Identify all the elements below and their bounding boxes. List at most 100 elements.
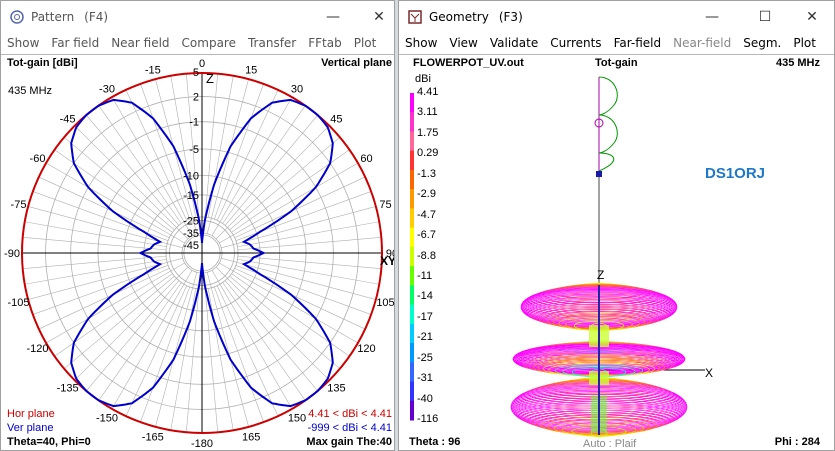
menu-compare[interactable]: Compare <box>181 36 236 50</box>
geom-theta: Theta : 96 <box>409 436 461 448</box>
scale-band <box>410 227 414 248</box>
pattern-freq: 435 MHz <box>8 85 53 97</box>
range-hor: 4.41 < dBi < 4.41 <box>308 408 392 420</box>
angle-label: 135 <box>327 382 345 394</box>
grid-spoke <box>86 114 180 226</box>
scale-unit: dBi <box>415 73 431 85</box>
radial-label: -5 <box>189 144 199 156</box>
grid-spoke <box>222 105 306 224</box>
close-icon: ✕ <box>373 9 385 25</box>
geom-minimize-button[interactable]: — <box>689 1 735 33</box>
geometry-view[interactable]: FLOWERPOT_UV.out Tot-gain 435 MHz dBi 4.… <box>400 55 834 450</box>
menu-view[interactable]: View <box>449 36 478 50</box>
feed-marker-icon <box>594 118 604 128</box>
grid-spoke <box>215 125 330 240</box>
scale-band <box>410 208 414 229</box>
grid-spoke <box>125 89 188 221</box>
geometry-menubar: Show View Validate Currents Far-field Near-fi… <box>399 33 834 53</box>
grid-spoke <box>125 285 188 417</box>
radial-label: -25 <box>183 216 199 228</box>
angle-label: 120 <box>357 343 375 355</box>
legend-hor: Hor plane <box>7 408 55 420</box>
scale-band <box>410 285 414 306</box>
pattern-plot[interactable]: 0 15 30 45 60 75 90 105 120 135 150 165 -180 -165 -150… <box>2 55 394 450</box>
pattern-header-right: Vertical plane <box>321 57 392 69</box>
scale-band <box>410 131 414 152</box>
scale-band <box>410 323 414 344</box>
grid-spoke <box>204 288 218 433</box>
grid-spoke <box>237 258 380 285</box>
scale-label: -116 <box>417 413 439 425</box>
scale-label: -40 <box>417 392 433 405</box>
geom-bottom-center: Auto : Plaif <box>583 438 637 450</box>
grid-spoke <box>74 125 189 240</box>
scale-label: 3.11 <box>417 106 438 119</box>
range-ver: -999 < dBi < 4.41 <box>307 422 392 434</box>
xy-axis-label: XY <box>380 254 394 268</box>
grid-spoke <box>140 83 190 220</box>
radial-label: 2 <box>193 92 199 104</box>
grid-spoke <box>24 258 167 285</box>
angle-label: 90 <box>386 248 394 260</box>
pattern-app-icon <box>9 9 25 25</box>
scale-label: 0.29 <box>417 147 439 160</box>
angle-label: 75 <box>379 199 391 211</box>
menu-transfer[interactable]: Transfer <box>247 36 297 50</box>
menu-fftab[interactable]: FFtab <box>308 36 342 50</box>
grid-spoke <box>186 73 200 218</box>
geom-file: FLOWERPOT_UV.out <box>413 57 524 69</box>
geometry-window: Geometry (F3) — ☐ ✕ Show View Validate Curr… <box>398 0 835 451</box>
geom-close-button[interactable]: ✕ <box>789 1 834 33</box>
grid-spoke <box>214 286 264 423</box>
menu-show[interactable]: Show <box>405 36 438 50</box>
geom-maximize-button[interactable]: ☐ <box>742 1 788 33</box>
scale-band <box>410 304 414 325</box>
menu-segm-[interactable]: Segm. <box>743 36 782 50</box>
menu-validate[interactable]: Validate <box>489 36 539 50</box>
radial-label: -1 <box>189 117 199 129</box>
pattern-title: Pattern <box>31 10 75 24</box>
angle-label: -90 <box>4 248 20 260</box>
scale-label: -6.7 <box>417 229 436 242</box>
menu-far-field[interactable]: Far-field <box>613 36 662 50</box>
grid-spoke <box>186 288 200 433</box>
menu-far-field[interactable]: Far field <box>51 36 100 50</box>
pattern-footer-left: Theta=40, Phi=0 <box>7 436 91 448</box>
angle-label: -60 <box>30 153 46 165</box>
menu-show[interactable]: Show <box>7 36 40 50</box>
grid-spoke <box>237 237 382 251</box>
radial-label: 5 <box>193 67 199 79</box>
scale-label: -11 <box>417 269 433 282</box>
minimize-icon: — <box>326 9 340 25</box>
grid-spoke <box>22 237 167 251</box>
radial-label: -15 <box>183 190 199 202</box>
angle-label: -75 <box>11 199 27 211</box>
grid-spoke <box>63 275 175 369</box>
menu-currents[interactable]: Currents <box>550 36 602 50</box>
angle-label: -180 <box>191 438 213 450</box>
angle-label: 15 <box>245 65 257 77</box>
grid-spoke <box>211 96 293 236</box>
angle-label: -105 <box>7 297 29 309</box>
hor-plane-trace <box>21 72 383 434</box>
grid-spoke <box>38 176 170 239</box>
close-button[interactable]: ✕ <box>356 1 394 33</box>
grid-spoke <box>22 255 167 269</box>
minimize-button[interactable]: — <box>310 1 356 33</box>
menu-near-field[interactable]: Near-field <box>673 36 732 50</box>
menu-plot[interactable]: Plot <box>353 36 377 50</box>
scale-band <box>410 400 414 421</box>
grid-spoke <box>234 267 366 330</box>
scale-label: -8.8 <box>417 249 436 262</box>
scale-label: 1.75 <box>417 126 439 139</box>
grid-spoke <box>24 221 167 248</box>
grid-spoke <box>229 275 341 369</box>
scale-label: -31 <box>417 372 433 385</box>
pattern-footer-right: Max gain The:40 <box>306 436 392 448</box>
menu-near-field[interactable]: Near field <box>111 36 170 50</box>
grid-spoke <box>229 137 341 231</box>
legend-ver: Ver plane <box>7 422 54 434</box>
angle-label: 105 <box>376 297 394 309</box>
menu-plot[interactable]: Plot <box>793 36 816 50</box>
scale-label: -25 <box>417 351 433 364</box>
